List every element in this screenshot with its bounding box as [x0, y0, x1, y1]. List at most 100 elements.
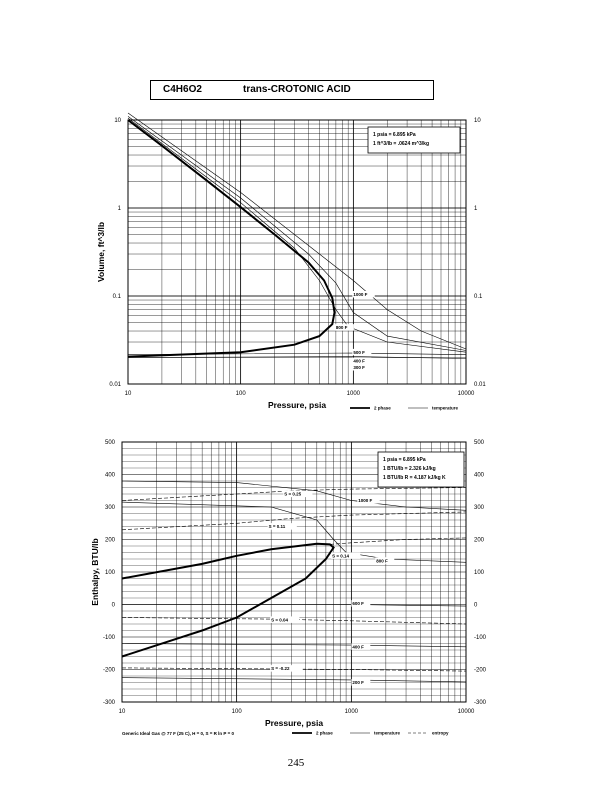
y-tick-label-left: 0.01 — [109, 382, 121, 388]
y-tick-label-left: 100 — [105, 570, 116, 576]
y-tick-label-right: 500 — [474, 440, 485, 446]
curve-annotation: 800 F — [376, 558, 388, 563]
conversion-note-box — [367, 126, 461, 154]
y-tick-label-left: -100 — [103, 635, 116, 641]
series-line — [121, 542, 335, 658]
y-tick-label-right: 400 — [474, 473, 485, 479]
y-tick-label-right: 1 — [474, 206, 478, 212]
legend-label: entropy — [432, 731, 449, 736]
curve-annotation: S = 0.14 — [332, 553, 349, 558]
y-tick-label-left: 200 — [105, 538, 116, 544]
y-tick-label-right: 0.1 — [474, 294, 483, 300]
series-line — [121, 501, 467, 563]
y-tick-label-right: 300 — [474, 505, 485, 511]
series-line — [121, 643, 467, 648]
series-line — [127, 356, 467, 359]
curve-annotation: 200 F — [352, 680, 364, 685]
y-tick-label-left: 300 — [105, 505, 116, 511]
curve-annotation: 500 F — [353, 350, 365, 355]
series-line — [121, 480, 467, 511]
annotation-bg — [267, 523, 297, 530]
series-line — [127, 112, 467, 350]
y-tick-label-left: 500 — [105, 440, 116, 446]
curve-annotation: S = 0.04 — [271, 617, 288, 622]
annotation-bg — [375, 557, 395, 564]
x-tick-label: 10 — [125, 391, 132, 397]
annotation-bg — [357, 497, 380, 504]
series-line — [121, 677, 467, 683]
chemical-name: trans-CROTONIC ACID — [243, 84, 351, 95]
curve-annotation: 800 F — [336, 325, 348, 330]
footnote: Generic Ideal Gas @ 77 F (25 C), H = 0, … — [122, 731, 234, 736]
x-axis-label: Pressure, psia — [265, 718, 323, 728]
curve-annotation: 400 F — [352, 644, 364, 649]
x-tick-label: 100 — [236, 391, 247, 397]
annotation-bg — [352, 291, 375, 298]
chart-title-box: C4H6O2 trans-CROTONIC ACID — [150, 80, 434, 100]
annotation-bg — [352, 348, 372, 356]
annotation-bg — [352, 364, 372, 371]
y-tick-label-left: 0.1 — [113, 294, 122, 300]
x-tick-label: 10000 — [458, 391, 475, 397]
legend-label: 2 phase — [316, 731, 333, 736]
conversion-note: 1 psia = 6.895 kPa — [373, 132, 416, 138]
curve-annotation: S = -0.22 — [271, 666, 290, 671]
annotation-bg — [352, 357, 372, 365]
y-tick-label-left: 400 — [105, 473, 116, 479]
curve-annotation: 1000 F — [353, 292, 367, 297]
curve-annotation: 1000 F — [358, 498, 372, 503]
series-line — [122, 604, 467, 607]
y-tick-label-right: 0 — [474, 603, 478, 609]
annotation-bg — [331, 552, 361, 559]
x-tick-label: 10000 — [458, 709, 475, 715]
y-tick-label-right: 200 — [474, 538, 485, 544]
y-tick-label-left: -300 — [103, 700, 116, 706]
y-tick-label-right: 0.01 — [474, 382, 486, 388]
plot-frame — [121, 441, 467, 703]
y-tick-label-right: -100 — [474, 635, 487, 641]
legend-label: temperature — [432, 406, 459, 411]
y-tick-label-left: -200 — [103, 668, 116, 674]
series-line — [127, 119, 336, 358]
series-line — [127, 117, 467, 353]
series-line — [121, 667, 467, 672]
x-tick-label: 100 — [232, 709, 243, 715]
series-line — [121, 617, 467, 625]
annotation-bg — [270, 665, 303, 672]
annotation-bg — [351, 679, 371, 686]
curve-annotation: 300 F — [353, 365, 365, 370]
annotation-bg — [351, 643, 371, 650]
conversion-note: 1 psia = 6.895 kPa — [383, 457, 426, 463]
y-axis-label: Enthalpy, BTU/lb — [90, 538, 100, 605]
annotation-bg — [351, 600, 371, 607]
y-tick-label-right: 10 — [474, 118, 481, 124]
annotation-bg — [334, 324, 354, 331]
x-tick-label: 10 — [119, 709, 126, 715]
conversion-note: 1 ft^3/lb = .0624 m^3/kg — [373, 141, 429, 147]
y-tick-label-right: -200 — [474, 668, 487, 674]
legend-label: temperature — [374, 731, 401, 736]
conversion-note: 1 BTU/lb R = 4.187 kJ/kg K — [383, 475, 446, 481]
chemical-formula: C4H6O2 — [163, 84, 202, 95]
curve-annotation: S = 0.25 — [284, 492, 301, 497]
y-tick-label-left: 1 — [118, 206, 122, 212]
y-tick-label-left: 10 — [114, 118, 121, 124]
curve-annotation: S = 0.11 — [269, 524, 286, 529]
page-number: 245 — [287, 757, 305, 769]
legend-label: 2 phase — [374, 406, 391, 411]
curve-annotation: 400 F — [353, 359, 365, 364]
x-tick-label: 1000 — [347, 391, 361, 397]
plot-frame — [127, 119, 467, 385]
series-line — [329, 537, 467, 545]
x-tick-label: 1000 — [345, 709, 359, 715]
annotation-bg — [283, 490, 313, 498]
y-axis-label: Volume, ft^3/lb — [96, 222, 106, 282]
annotation-bg — [270, 616, 300, 623]
conversion-note-box — [377, 451, 465, 488]
y-tick-label-right: -300 — [474, 700, 487, 706]
series-line — [127, 116, 467, 351]
series-line — [121, 511, 467, 531]
y-tick-label-left: 0 — [112, 603, 116, 609]
curve-annotation: 600 F — [352, 601, 364, 606]
